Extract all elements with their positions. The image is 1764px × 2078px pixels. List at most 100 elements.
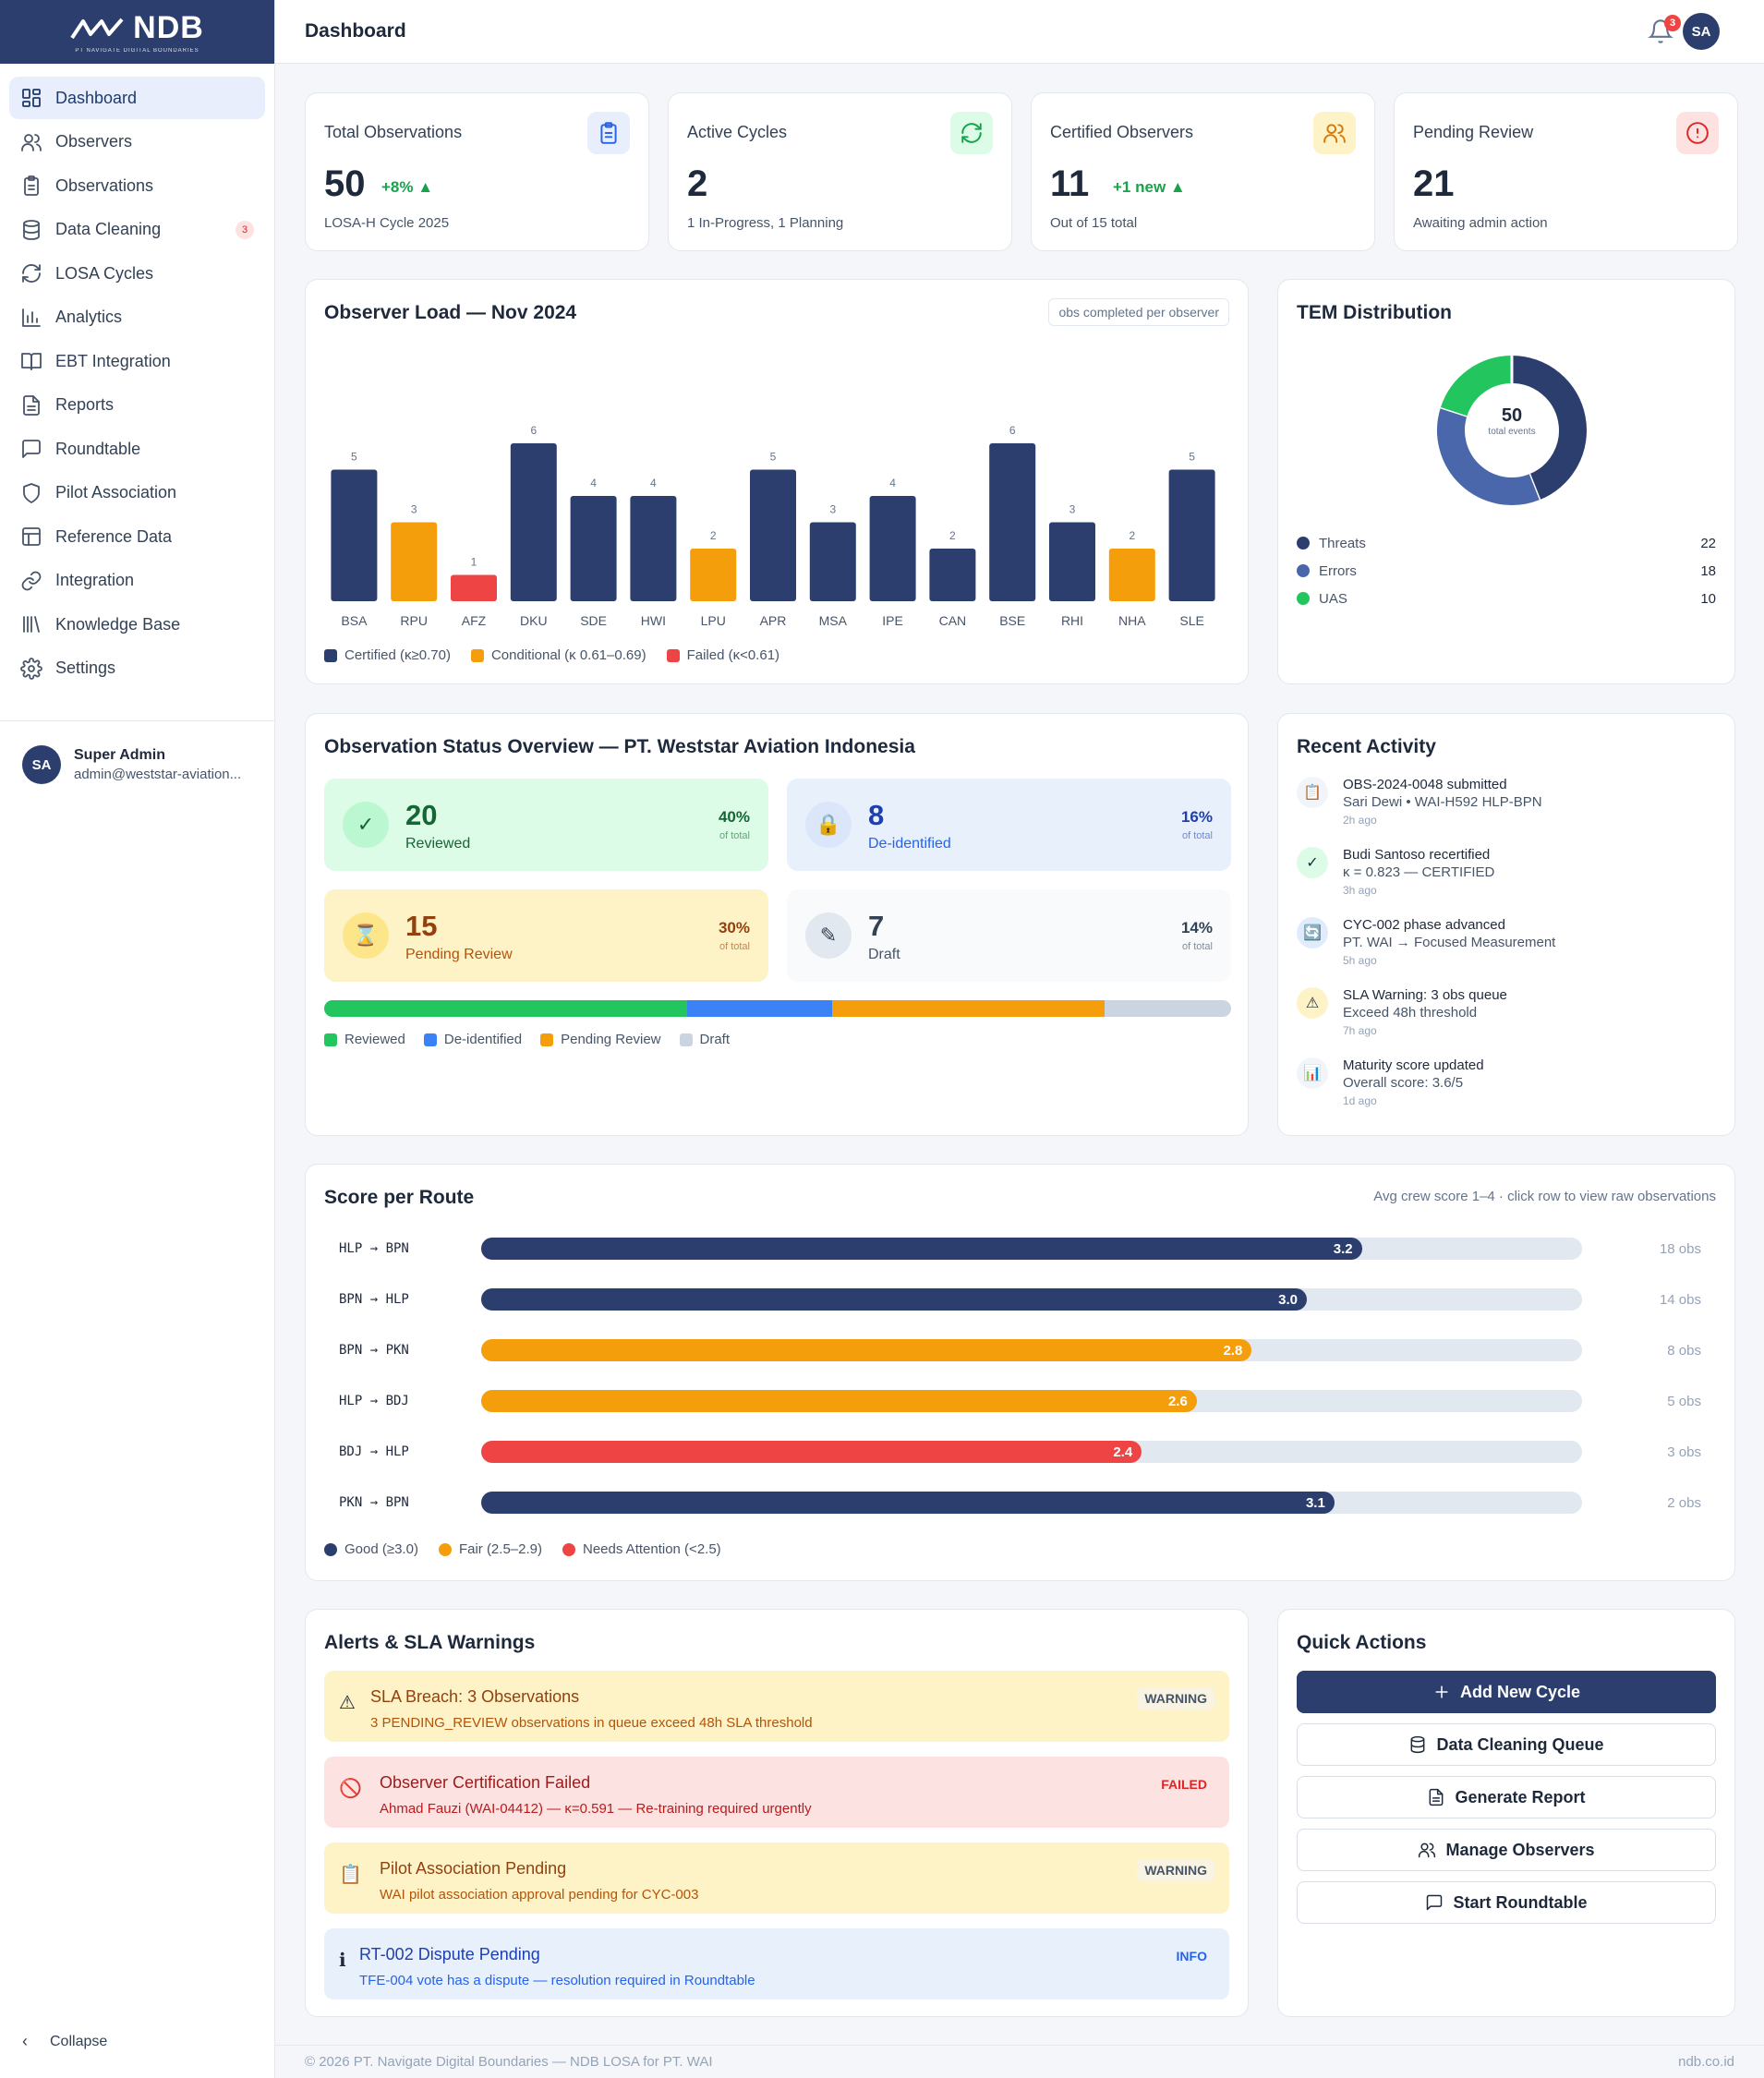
bar-category-label: MSA [819, 613, 848, 628]
bar-sde[interactable] [570, 496, 617, 601]
sidebar-item-label: Integration [55, 571, 135, 589]
route-row[interactable]: BPN → HLP 3.0 14 obs [324, 1286, 1716, 1313]
user-profile[interactable]: SA Super Admin admin@weststar-aviation..… [0, 720, 274, 808]
tem-legend-label: Errors [1319, 562, 1357, 579]
avatar[interactable]: SA [1683, 13, 1720, 50]
sidebar-item-label: Pilot Association [55, 483, 177, 501]
status-tile-draft[interactable]: ✎ 7 Draft 14% of total [787, 889, 1231, 982]
alert-item[interactable]: ℹ RT-002 Dispute Pending TFE-004 vote has … [324, 1928, 1229, 1999]
add-new-cycle-button[interactable]: Add New Cycle [1297, 1671, 1716, 1713]
kpi-card-pending-review[interactable]: Pending Review 21 Awaiting admin action [1394, 92, 1738, 251]
tem-legend-value: 22 [1700, 535, 1716, 551]
bar-can[interactable] [929, 549, 976, 601]
kpi-card-active-cycles[interactable]: Active Cycles 2 1 In-Progress, 1 Planning [668, 92, 1012, 251]
donut-slice-threats[interactable] [1511, 356, 1587, 501]
route-row[interactable]: HLP → BDJ 2.6 5 obs [324, 1387, 1716, 1415]
route-score-track: 3.2 [481, 1238, 1582, 1260]
collapse-button[interactable]: ‹ Collapse [22, 2032, 107, 2051]
notification-button[interactable]: 3 [1648, 15, 1681, 44]
bar-rhi[interactable] [1049, 522, 1095, 602]
activity-item[interactable]: ⚠ SLA Warning: 3 obs queue Exceed 48h thre… [1297, 987, 1507, 1037]
footer-link[interactable]: ndb.co.id [1678, 2054, 1734, 2070]
bar-lpu[interactable] [690, 549, 737, 601]
generate-report-button[interactable]: Generate Report [1297, 1776, 1716, 1818]
table-icon [22, 527, 41, 546]
bar-value-label: 4 [650, 477, 657, 489]
bar-value-label: 6 [1009, 424, 1016, 437]
sidebar-item-reports[interactable]: Reports [9, 384, 265, 427]
kpi-card-certified-observers[interactable]: Certified Observers 11 +1 new ▲ Out of 15 t… [1031, 92, 1375, 251]
donut-separator [1528, 473, 1541, 501]
sidebar-item-integration[interactable]: Integration [9, 560, 265, 602]
start-roundtable-button[interactable]: Start Roundtable [1297, 1881, 1716, 1924]
legend-label: Reviewed [344, 1032, 405, 1047]
status-tile-pct: 30% [718, 919, 750, 936]
sidebar-item-dashboard[interactable]: Dashboard [9, 77, 265, 119]
activity-item[interactable]: 📋 OBS-2024-0048 submitted Sari Dewi • WAI-… [1297, 777, 1542, 827]
bar-sle[interactable] [1168, 469, 1215, 602]
bar-afz[interactable] [451, 574, 497, 602]
quick-actions-title: Quick Actions [1297, 1632, 1427, 1653]
activity-item[interactable]: 🔄 CYC-002 phase advanced PT. WAI → Focused… [1297, 917, 1555, 967]
kpi-label: Total Observations [324, 123, 463, 141]
sidebar-item-data-cleaning[interactable]: Data Cleaning 3 [9, 209, 265, 251]
sidebar-item-ebt-integration[interactable]: EBT Integration [9, 340, 265, 382]
route-score-bar: 2.8 [481, 1339, 1252, 1361]
sidebar-item-settings[interactable]: Settings [9, 647, 265, 690]
alert-title: Pilot Association Pending [380, 1859, 567, 1878]
bar-apr[interactable] [750, 469, 796, 602]
manage-observers-button[interactable]: Manage Observers [1297, 1829, 1716, 1871]
status-bar-segment-pending-review [831, 1000, 1105, 1017]
status-tile-value: 20 [405, 799, 438, 831]
bar-category-label: BSE [999, 613, 1025, 628]
bar-rpu[interactable] [391, 522, 438, 602]
activity-item[interactable]: 📊 Maturity score updated Overall score: 3.… [1297, 1057, 1484, 1107]
route-row[interactable]: BDJ → HLP 2.4 3 obs [324, 1438, 1716, 1466]
sidebar-item-roundtable[interactable]: Roundtable [9, 428, 265, 470]
alert-detail: 3 PENDING_REVIEW observations in queue e… [370, 1715, 813, 1731]
bar-msa[interactable] [809, 522, 856, 602]
activity-item[interactable]: ✓ Budi Santoso recertified κ = 0.823 — CER… [1297, 847, 1494, 897]
sidebar-item-reference-data[interactable]: Reference Data [9, 515, 265, 558]
sidebar-item-label: Dashboard [55, 88, 138, 107]
status-tile-pending-review[interactable]: ⌛ 15 Pending Review 30% of total [324, 889, 768, 982]
route-row[interactable]: PKN → BPN 3.1 2 obs [324, 1489, 1716, 1516]
alert-item[interactable]: 🚫 Observer Certification Failed Ahmad Fauz… [324, 1757, 1229, 1828]
bar-dku[interactable] [510, 443, 557, 601]
alert-item[interactable]: ⚠ SLA Breach: 3 Observations 3 PENDING_REV… [324, 1671, 1229, 1742]
sidebar-item-losa-cycles[interactable]: LOSA Cycles [9, 252, 265, 295]
status-tile-de-identified[interactable]: 🔒 8 De-identified 16% of total [787, 779, 1231, 871]
plus-icon [1435, 1685, 1448, 1698]
status-bar-segment-draft [1104, 1000, 1231, 1017]
sidebar-item-analytics[interactable]: Analytics [9, 296, 265, 339]
route-row[interactable]: HLP → BPN 3.2 18 obs [324, 1235, 1716, 1263]
sidebar-item-pilot-association[interactable]: Pilot Association [9, 472, 265, 514]
kpi-card-total-observations[interactable]: Total Observations 50 +8% ▲ LOSA-H Cycle 20… [305, 92, 649, 251]
bar-hwi[interactable] [630, 496, 677, 601]
status-tile-reviewed[interactable]: ✓ 20 Reviewed 40% of total [324, 779, 768, 871]
bar-category-label: DKU [520, 613, 548, 628]
data-cleaning-queue-button[interactable]: Data Cleaning Queue [1297, 1723, 1716, 1766]
legend-swatch [540, 1033, 554, 1046]
file-icon [1430, 1788, 1444, 1806]
bar-category-label: AFZ [462, 613, 487, 628]
route-row[interactable]: BPN → PKN 2.8 8 obs [324, 1336, 1716, 1364]
donut-slice-uas[interactable] [1440, 356, 1513, 417]
kpi-label: Pending Review [1413, 123, 1534, 141]
sidebar-item-observers[interactable]: Observers [9, 121, 265, 163]
sidebar-item-observations[interactable]: Observations [9, 164, 265, 207]
refresh-icon [22, 264, 41, 283]
bar-bse[interactable] [989, 443, 1036, 601]
kpi-icon-wrap [1313, 112, 1356, 154]
sidebar-item-label: Knowledge Base [55, 614, 181, 634]
bar-nha[interactable] [1108, 549, 1155, 601]
brand-header[interactable]: NDB PT NAVIGATE DIGITAL BOUNDARIES [0, 0, 274, 64]
alert-item[interactable]: 📋 Pilot Association Pending WAI pilot asso… [324, 1842, 1229, 1914]
sidebar-item-knowledge-base[interactable]: Knowledge Base [9, 603, 265, 646]
alert-tag: INFO [1176, 1949, 1207, 1963]
legend-label: Certified (κ≥0.70) [344, 647, 451, 663]
donut-slice-errors[interactable] [1437, 406, 1540, 505]
route-label: HLP → BDJ [339, 1394, 409, 1408]
bar-ipe[interactable] [869, 496, 916, 601]
bar-bsa[interactable] [331, 469, 378, 602]
